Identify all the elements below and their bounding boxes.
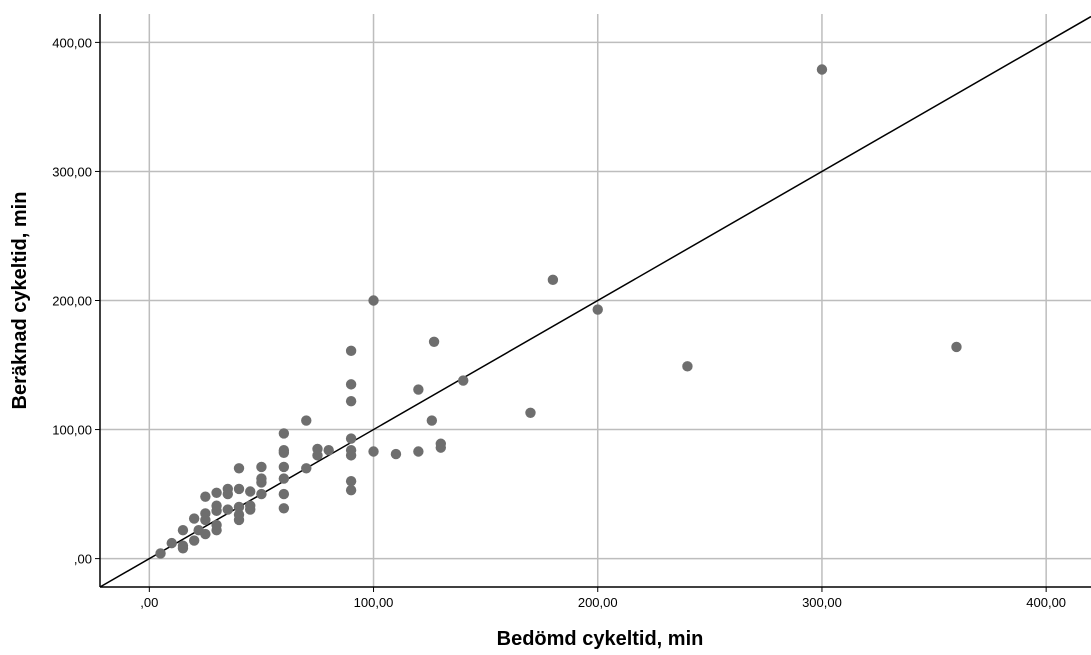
data-point: [368, 446, 379, 457]
data-point: [345, 395, 357, 407]
data-point: [200, 491, 211, 502]
data-point: [233, 483, 245, 495]
data-point: [345, 485, 357, 496]
data-point: [426, 415, 438, 426]
y-tick-label: 100,00: [52, 423, 92, 438]
data-point: [222, 504, 233, 515]
data-point: [188, 535, 200, 546]
data-point: [278, 488, 290, 500]
x-tick-label: 300,00: [802, 595, 842, 610]
data-point: [390, 448, 402, 460]
data-point: [245, 486, 256, 497]
data-point: [345, 475, 357, 487]
data-point: [177, 525, 189, 536]
data-point: [592, 304, 603, 315]
data-point: [301, 415, 312, 426]
data-point: [345, 433, 357, 444]
data-point: [177, 543, 189, 554]
x-axis-title: Bedömd cykeltid, min: [497, 628, 704, 650]
data-point: [256, 461, 267, 473]
data-point: [233, 463, 245, 474]
data-point: [435, 442, 446, 453]
data-point: [245, 504, 256, 515]
data-point: [458, 375, 469, 386]
data-point: [200, 528, 211, 540]
data-point: [682, 361, 693, 372]
data-point: [188, 513, 200, 524]
data-point: [166, 537, 177, 549]
data-point: [233, 514, 245, 526]
data-point: [278, 503, 290, 514]
y-axis-title: Beräknad cykeltid, min: [9, 192, 31, 410]
data-point: [301, 463, 312, 474]
y-tick-label: 400,00: [52, 35, 92, 50]
axes: [95, 14, 1091, 592]
data-point: [211, 505, 222, 517]
data-point: [428, 336, 440, 347]
data-point: [345, 345, 357, 357]
data-point: [222, 488, 233, 500]
data-point: [816, 64, 828, 75]
x-tick-labels: ,00 100,00 200,00 300,00 400,00: [140, 595, 1066, 610]
data-point: [413, 446, 424, 457]
y-tick-label: 300,00: [52, 164, 92, 179]
data-point: [951, 341, 962, 353]
data-point: [525, 407, 536, 418]
data-point: [211, 525, 222, 536]
y-tick-label: ,00: [74, 552, 92, 567]
y-tick-label: 200,00: [52, 294, 92, 309]
x-tick-label: 100,00: [354, 595, 394, 610]
data-point: [211, 487, 222, 498]
data-point: [368, 295, 379, 306]
data-point: [256, 488, 267, 500]
data-point: [278, 428, 290, 439]
y-tick-labels: ,00 100,00 200,00 300,00 400,00: [52, 35, 92, 566]
data-point: [233, 501, 245, 513]
data-point: [155, 548, 166, 559]
data-point: [278, 447, 290, 458]
x-tick-label: ,00: [140, 595, 158, 610]
x-tick-label: 400,00: [1026, 595, 1066, 610]
data-point: [345, 379, 357, 390]
data-point: [547, 274, 559, 286]
data-point: [413, 384, 424, 395]
data-point: [345, 450, 357, 461]
data-points: [155, 64, 962, 559]
data-point: [278, 461, 290, 473]
data-point: [256, 477, 267, 488]
grid-lines: [100, 14, 1091, 587]
data-point: [312, 450, 323, 461]
data-point: [200, 514, 211, 526]
x-tick-label: 200,00: [578, 595, 618, 610]
data-point: [278, 473, 290, 484]
data-point: [323, 445, 334, 456]
